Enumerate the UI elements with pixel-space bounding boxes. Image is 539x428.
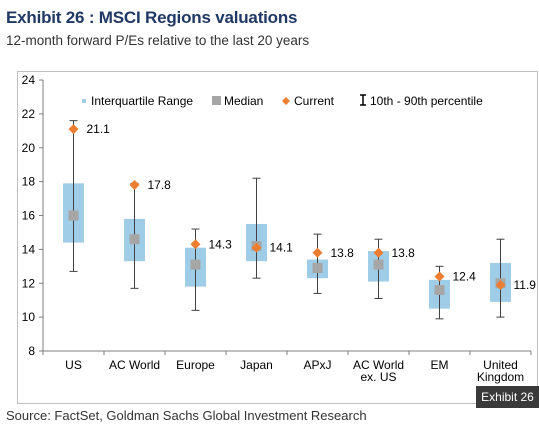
median-marker [129,234,140,245]
current-value-label: 11.9 [514,278,537,292]
y-tick-label: 24 [22,73,36,87]
legend-iqr-swatch [82,99,86,103]
x-tick-label: United [483,358,518,372]
x-tick-label: US [65,358,82,372]
legend-range-label: 10th - 90th percentile [370,94,483,108]
y-tick-label: 16 [22,209,36,223]
chart-title: Exhibit 26 : MSCI Regions valuations [6,8,298,27]
y-tick-label: 10 [22,310,36,324]
x-tick-label: Kingdom [477,370,524,384]
x-tick-label: APxJ [303,358,331,372]
y-tick-label: 20 [22,141,36,155]
current-marker [190,239,201,250]
current-value-label: 13.8 [331,246,355,260]
current-value-label: 13.8 [392,246,416,260]
y-tick-label: 12 [22,276,36,290]
current-value-label: 21.1 [87,122,111,136]
current-value-label: 17.8 [148,178,172,192]
current-marker [312,247,323,258]
current-marker [68,124,79,135]
x-tick-label: AC World [109,358,160,372]
current-marker [251,242,262,253]
x-tick-label: AC World [353,358,404,372]
x-tick-label: Europe [176,358,215,372]
current-value-label: 12.4 [453,269,477,283]
legend-current-swatch [282,97,290,105]
x-tick-label: EM [431,358,449,372]
legend-current-label: Current [294,94,335,108]
exhibit-badge: Exhibit 26 [476,386,539,408]
current-marker [129,180,140,191]
y-tick-label: 14 [22,242,36,256]
y-tick-label: 22 [22,107,36,121]
current-marker [373,247,384,258]
current-marker [495,279,506,290]
median-marker [434,285,445,296]
current-value-label: 14.1 [270,241,294,255]
current-marker [434,271,445,282]
x-tick-label: Japan [240,358,273,372]
x-tick-label: ex. US [360,370,396,384]
median-marker [190,259,201,270]
legend-iqr-label: Interquartile Range [91,94,193,108]
y-tick-label: 8 [28,344,35,358]
median-marker [312,263,323,274]
chart-subtitle: 12-month forward P/Es relative to the la… [6,33,310,48]
source-note: Source: FactSet, Goldman Sachs Global In… [6,408,367,423]
chart-frame [17,71,538,404]
legend-median-label: Median [224,94,263,108]
legend-median-swatch [212,96,221,105]
y-tick-label: 18 [22,175,36,189]
current-value-label: 14.3 [209,237,233,251]
median-marker [373,259,384,270]
median-marker [68,210,79,221]
